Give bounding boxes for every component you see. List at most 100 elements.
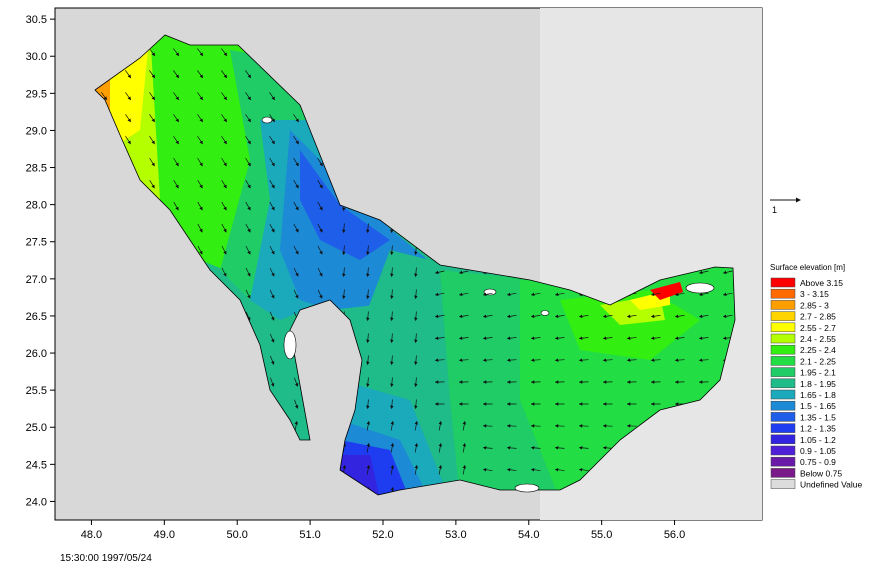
legend-label: 1.05 - 1.2: [800, 435, 836, 445]
legend-swatch: [770, 445, 796, 456]
velocity-arrow: [530, 314, 541, 318]
velocity-arrow: [458, 314, 469, 318]
velocity-arrow: [414, 311, 418, 322]
velocity-arrow: [317, 245, 323, 255]
legend-label: 0.75 - 0.9: [800, 457, 836, 467]
velocity-arrow: [125, 114, 131, 123]
legend-label: 3 - 3.15: [800, 289, 829, 299]
velocity-arrow: [245, 136, 251, 145]
legend-swatch: [770, 412, 796, 422]
velocity-arrow: [554, 358, 565, 362]
velocity-arrow: [366, 377, 370, 388]
velocity-arrow: [148, 48, 156, 57]
velocity-arrow: [650, 292, 661, 297]
velocity-arrow: [293, 157, 299, 167]
velocity-arrow: [149, 179, 155, 189]
velocity-arrow: [342, 267, 346, 278]
y-tick-label: 30.5: [26, 14, 47, 26]
y-tick-label: 28.5: [26, 163, 47, 175]
y-tick-label: 26.5: [26, 311, 47, 323]
legend-label: 1.65 - 1.8: [800, 390, 836, 400]
legend-swatch: [770, 389, 796, 400]
velocity-arrow: [221, 201, 227, 211]
velocity-arrow: [221, 70, 228, 79]
velocity-arrow: [245, 157, 251, 167]
velocity-arrow: [554, 468, 565, 472]
velocity-arrow: [293, 201, 299, 211]
x-tick-label: 56.0: [664, 529, 685, 541]
x-tick-label: 51.0: [299, 529, 320, 541]
y-tick-label: 25.5: [26, 385, 47, 397]
velocity-arrow: [317, 201, 323, 211]
legend-label: 1.2 - 1.35: [800, 424, 836, 434]
velocity-arrow: [650, 336, 661, 340]
velocity-arrow: [698, 336, 709, 340]
velocity-arrow: [722, 270, 733, 275]
y-tick-label: 30.0: [26, 51, 47, 63]
velocity-arrow: [221, 179, 227, 189]
velocity-arrow: [269, 114, 275, 123]
velocity-arrow: [674, 292, 685, 297]
velocity-arrow: [196, 48, 204, 57]
velocity-arrow: [294, 420, 299, 431]
y-tick-label: 28.0: [26, 200, 47, 212]
velocity-arrow: [245, 92, 251, 101]
legend-swatch: [770, 277, 796, 288]
velocity-arrow: [698, 358, 709, 362]
legend-swatch: [770, 344, 796, 355]
vector-scale-label: 1: [772, 205, 777, 215]
velocity-arrow: [245, 267, 251, 277]
velocity-arrow: [414, 420, 419, 431]
coastline: [94, 34, 736, 496]
velocity-arrow: [722, 292, 733, 297]
velocity-arrow: [245, 289, 251, 299]
velocity-arrow: [197, 92, 203, 101]
velocity-arrow: [554, 446, 565, 450]
velocity-arrow: [125, 92, 131, 101]
velocity-arrow: [530, 358, 541, 362]
velocity-arrow: [293, 223, 299, 233]
velocity-arrow: [269, 355, 275, 365]
velocity-arrow: [221, 223, 227, 233]
velocity-arrow: [674, 336, 685, 340]
velocity-arrow: [390, 289, 394, 300]
velocity-arrow: [245, 245, 251, 255]
timestamp: 15:30:00 1997/05/24: [60, 553, 152, 564]
velocity-arrow: [269, 245, 275, 255]
velocity-arrow: [414, 355, 418, 366]
velocity-arrow: [602, 336, 613, 340]
velocity-arrow: [366, 420, 371, 431]
velocity-arrow: [458, 358, 469, 362]
velocity-arrow: [173, 201, 179, 211]
velocity-arrow: [554, 292, 565, 297]
velocity-arrow: [674, 358, 685, 362]
velocity-arrow: [414, 377, 418, 388]
x-tick-label: 55.0: [591, 529, 612, 541]
velocity-arrow: [221, 92, 227, 101]
velocity-arrow: [626, 336, 637, 340]
velocity-arrow: [434, 314, 445, 318]
velocity-arrow: [482, 358, 493, 362]
velocity-arrow: [458, 292, 469, 297]
velocity-arrow: [390, 377, 394, 388]
velocity-arrow: [173, 179, 179, 189]
legend-swatch: [770, 456, 796, 467]
velocity-arrow: [317, 289, 323, 299]
legend-swatch: [770, 378, 796, 389]
velocity-arrow: [482, 336, 493, 340]
y-tick-label: 27.0: [26, 274, 47, 286]
velocity-arrow: [220, 48, 228, 57]
velocity-arrow: [293, 267, 299, 277]
y-axis: 24.0 24.5 25.0 25.5 26.0 26.5 27.0 27.5 28.0 28.5…: [26, 14, 55, 508]
y-tick-label: 25.0: [26, 422, 47, 434]
x-tick-label: 48.0: [81, 529, 102, 541]
legend-label: 1.5 - 1.65: [800, 401, 836, 411]
velocity-arrow: [438, 420, 443, 431]
velocity-arrow: [414, 267, 418, 278]
velocity-arrow: [506, 314, 517, 318]
velocity-arrow: [293, 136, 299, 145]
legend-swatch: [770, 367, 796, 377]
legend-label: 2.4 - 2.55: [800, 334, 836, 344]
velocity-arrow: [390, 399, 394, 410]
velocity-arrow: [414, 289, 418, 300]
